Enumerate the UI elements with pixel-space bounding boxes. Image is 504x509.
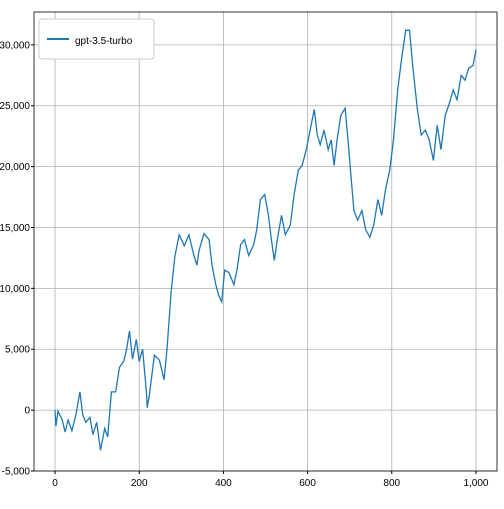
y-tick-label: 30,000 — [0, 40, 30, 51]
x-tick-label: 600 — [299, 478, 316, 489]
y-tick-label: -5,000 — [2, 467, 31, 478]
x-tick-label: 400 — [215, 478, 232, 489]
y-tick-label: 20,000 — [0, 162, 30, 173]
y-tick-label: 5,000 — [5, 345, 30, 356]
x-tick-label: 0 — [52, 478, 58, 489]
x-tick-label: 1,000 — [463, 478, 488, 489]
legend-label: gpt-3.5-turbo — [75, 36, 133, 47]
x-tick-label: 800 — [383, 478, 400, 489]
y-tick-label: 15,000 — [0, 223, 30, 234]
legend-box — [38, 18, 155, 60]
y-tick-label: 0 — [24, 406, 30, 417]
y-tick-label: 25,000 — [0, 101, 30, 112]
plot-frame — [33, 11, 498, 472]
x-tick-label: 200 — [131, 478, 148, 489]
line-series — [54, 29, 477, 451]
y-tick-label: 10,000 — [0, 284, 30, 295]
